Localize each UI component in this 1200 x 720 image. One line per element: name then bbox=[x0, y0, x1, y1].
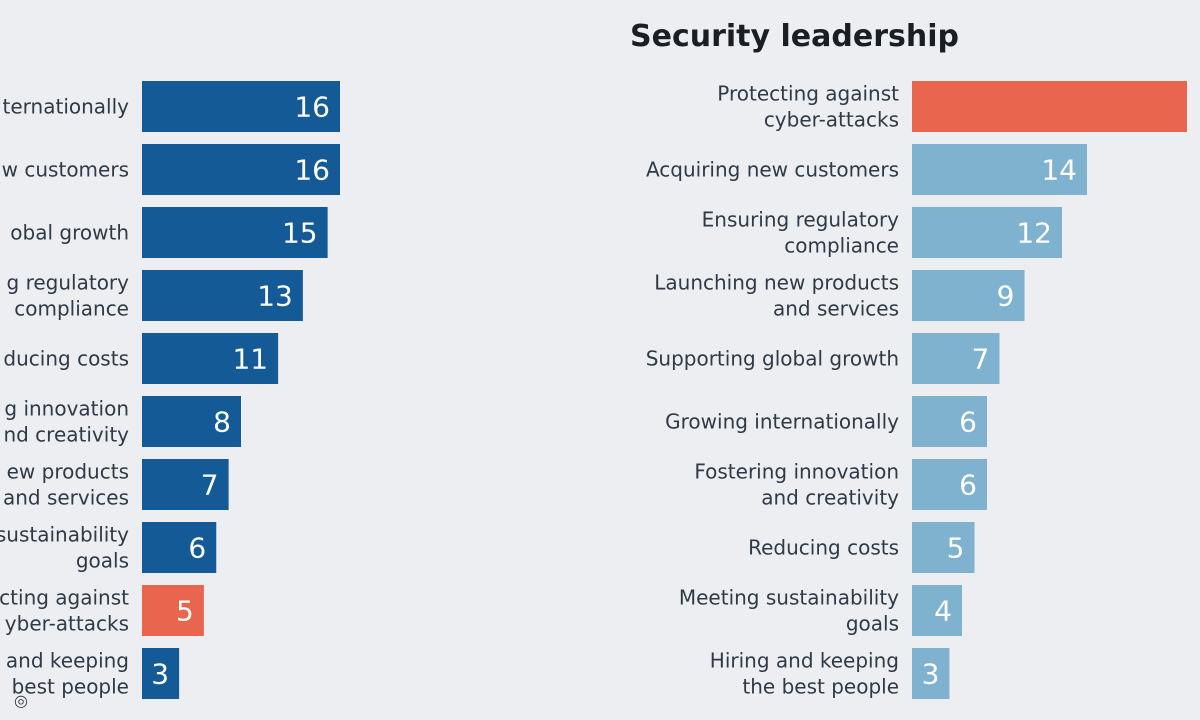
bar bbox=[912, 459, 987, 510]
category-label: Fostering innovation and creativity bbox=[694, 460, 899, 510]
bar bbox=[142, 81, 340, 132]
bar-value-label: 7 bbox=[201, 469, 219, 502]
category-label: and keeping best people bbox=[6, 649, 129, 699]
bar bbox=[142, 144, 340, 195]
bar-value-label: 14 bbox=[1041, 154, 1077, 187]
category-label: Meeting sustainability goals bbox=[679, 586, 899, 636]
bar bbox=[142, 459, 229, 510]
bar-value-label: 3 bbox=[922, 658, 940, 691]
bar-value-label: 6 bbox=[188, 532, 206, 565]
bar bbox=[142, 585, 204, 636]
bar-value-label: 11 bbox=[232, 343, 268, 376]
bar bbox=[912, 270, 1025, 321]
category-label: cting against yber-attacks bbox=[0, 586, 129, 636]
category-label: Growing internationally bbox=[665, 410, 899, 434]
bar-value-label: 16 bbox=[294, 91, 330, 124]
bar-value-label: 6 bbox=[959, 469, 977, 502]
category-label: Ensuring regulatory compliance bbox=[702, 208, 899, 258]
category-label: ew products and services bbox=[3, 460, 129, 510]
bar bbox=[912, 585, 962, 636]
bar-value-label: 15 bbox=[282, 217, 318, 250]
category-label: Protecting against cyber-attacks bbox=[717, 82, 899, 132]
bar bbox=[912, 81, 1187, 132]
bar bbox=[912, 333, 1000, 384]
bar-value-label: 12 bbox=[1016, 217, 1052, 250]
category-label: sustainability goals bbox=[0, 523, 129, 573]
bar-value-label: 13 bbox=[257, 280, 293, 313]
bar-value-label: 16 bbox=[294, 154, 330, 187]
bar bbox=[142, 207, 328, 258]
bar-value-label: 8 bbox=[213, 406, 231, 439]
bar bbox=[142, 648, 180, 699]
bar bbox=[912, 522, 975, 573]
circle-target-icon: ◎ bbox=[14, 691, 28, 710]
bar bbox=[912, 207, 1062, 258]
bar bbox=[912, 396, 987, 447]
category-label: ternationally bbox=[3, 95, 130, 119]
bar-value-label: 4 bbox=[934, 595, 952, 628]
category-label: obal growth bbox=[10, 221, 129, 245]
left-bar-chart: 16 ternationally 16 w customers 15 obal growt… bbox=[0, 81, 340, 699]
category-label: Acquiring new customers bbox=[646, 158, 899, 182]
bar-value-label: 5 bbox=[947, 532, 965, 565]
bar bbox=[142, 522, 217, 573]
category-label: g innovation nd creativity bbox=[3, 397, 129, 447]
category-label: Reducing costs bbox=[748, 536, 899, 560]
bar bbox=[912, 648, 950, 699]
category-label: Hiring and keeping the best people bbox=[710, 649, 899, 699]
bar-value-label: 3 bbox=[151, 658, 169, 691]
category-label: ducing costs bbox=[3, 347, 129, 371]
category-label: w customers bbox=[2, 158, 129, 182]
category-label: g regulatory compliance bbox=[7, 271, 130, 321]
bar-value-label: 9 bbox=[997, 280, 1015, 313]
bar-value-label: 5 bbox=[176, 595, 194, 628]
bar-value-label: 7 bbox=[972, 343, 990, 376]
bar bbox=[142, 270, 303, 321]
right-bar-chart: Security leadership Protecting against cy… bbox=[630, 19, 1187, 699]
bar bbox=[912, 144, 1087, 195]
bar bbox=[142, 333, 279, 384]
bar-value-label: 6 bbox=[959, 406, 977, 439]
chart-title: Security leadership bbox=[630, 19, 959, 54]
category-label: Supporting global growth bbox=[646, 347, 899, 371]
bar bbox=[142, 396, 241, 447]
category-label: Launching new products and services bbox=[654, 271, 899, 321]
